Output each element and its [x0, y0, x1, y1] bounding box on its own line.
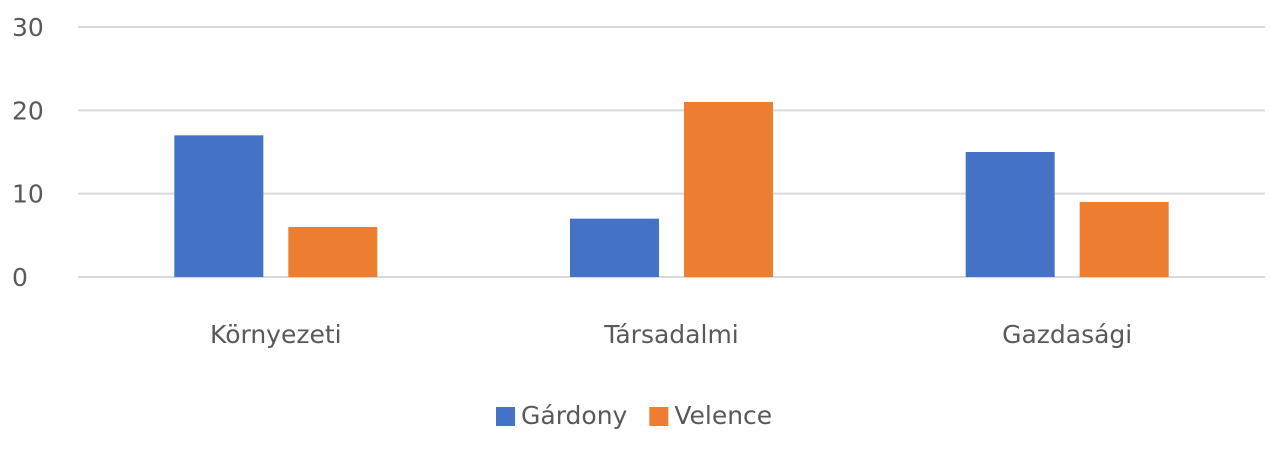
legend-swatch	[649, 407, 669, 426]
y-tick-label: 0	[12, 263, 28, 292]
y-axis-ticks: 0 10 20 30	[12, 13, 44, 292]
y-tick-label: 30	[12, 13, 44, 42]
x-category-label: Környezeti	[210, 320, 342, 349]
y-tick-label: 20	[12, 96, 44, 125]
gridlines	[78, 26, 1265, 278]
bar-g-rdony-1	[570, 218, 659, 277]
bar-velence-1	[684, 102, 773, 277]
x-category-label: Társadalmi	[603, 320, 739, 349]
bar-velence-0	[288, 227, 378, 277]
bar-g-rdony-0	[174, 135, 264, 277]
legend-label: Velence	[674, 401, 772, 430]
x-axis-categories: Környezeti Társadalmi Gazdasági	[210, 320, 1132, 349]
bar-g-rdony-2	[965, 152, 1055, 277]
y-tick-label: 10	[12, 180, 44, 209]
legend-swatch	[496, 407, 515, 426]
bars	[174, 102, 1169, 277]
x-category-label: Gazdasági	[1002, 320, 1132, 349]
legend: Gárdony Velence	[496, 401, 772, 430]
legend-label: Gárdony	[521, 401, 628, 430]
bar-velence-2	[1079, 202, 1169, 277]
